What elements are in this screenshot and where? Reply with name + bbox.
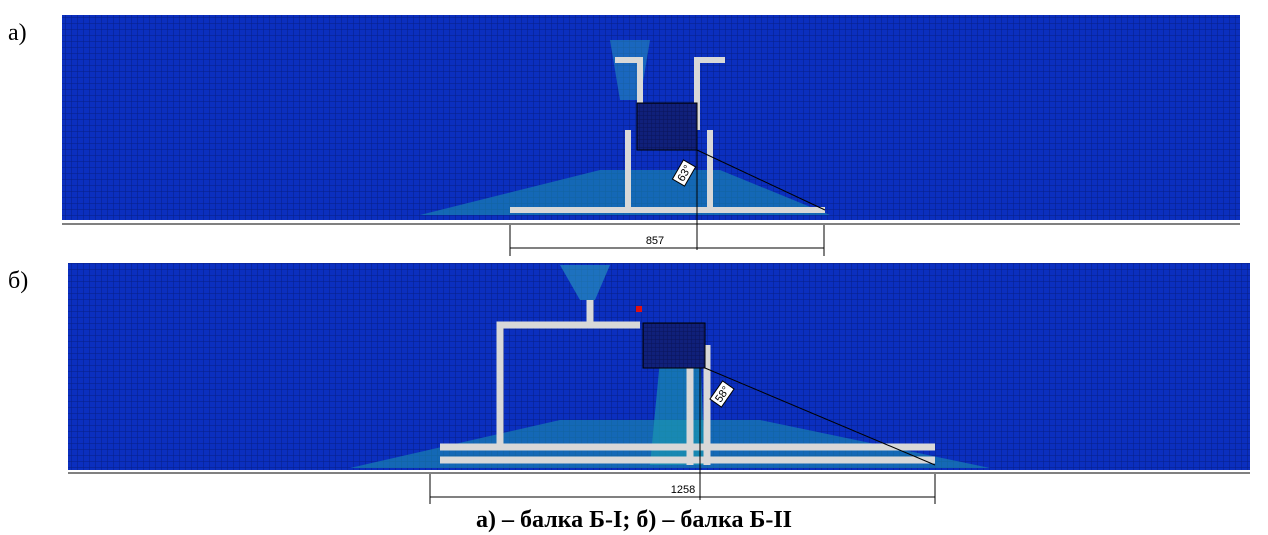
load-plate — [637, 103, 697, 150]
panel-a: а) 63° 857 — [8, 15, 1240, 256]
panel-label: а) — [8, 20, 27, 46]
panel-b: б) 58° 1258 — [8, 263, 1250, 504]
dimension-label: 1258 — [671, 484, 695, 496]
marker — [636, 306, 642, 312]
load-plate — [643, 323, 705, 368]
dimension-label: 857 — [646, 235, 664, 247]
panel-label: б) — [8, 268, 28, 294]
dimension — [510, 225, 824, 256]
figure: а) 63° 857 б) — [0, 0, 1268, 535]
caption: а) – балка Б-I; б) – балка Б-II — [476, 507, 792, 533]
